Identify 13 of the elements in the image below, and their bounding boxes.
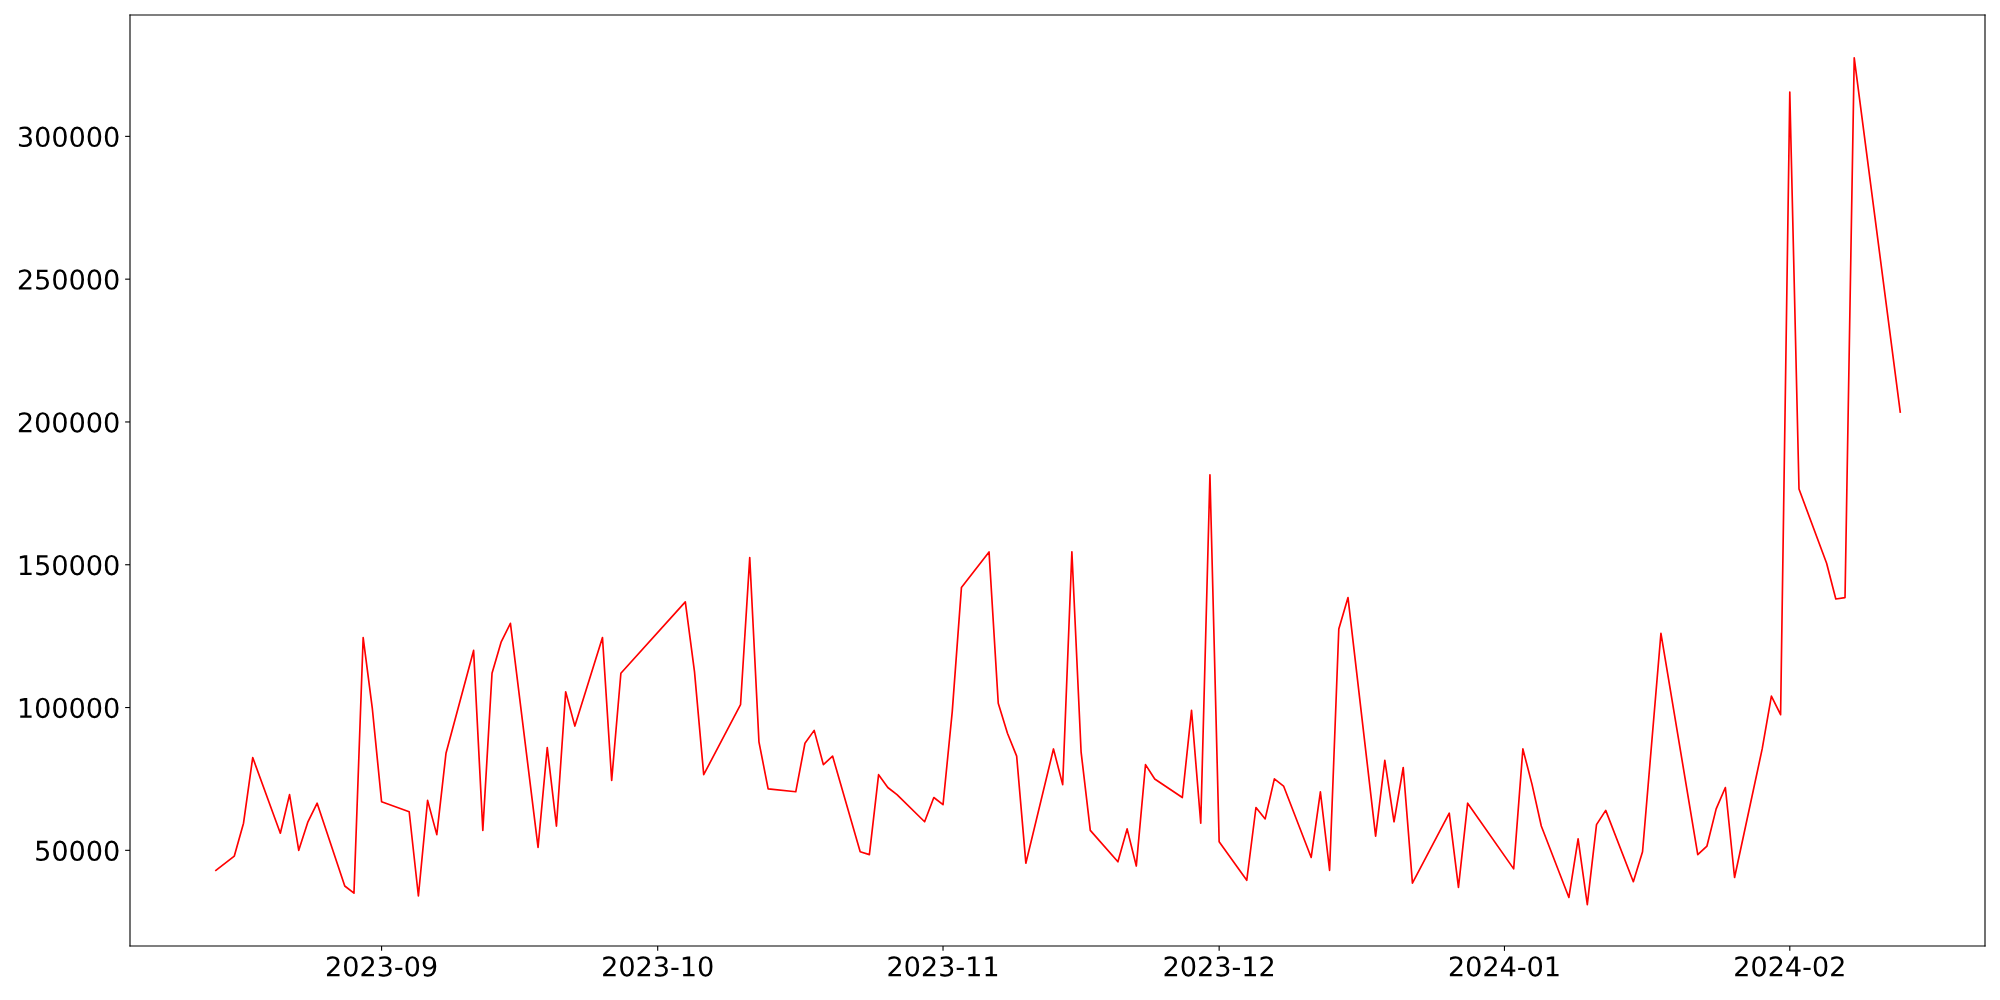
y-tick-label: 200000 bbox=[18, 412, 119, 433]
x-tick-label: 2023-12 bbox=[1164, 956, 1274, 977]
x-tick-label: 2023-11 bbox=[888, 956, 998, 977]
y-tick-label: 150000 bbox=[19, 554, 119, 576]
x-tick-label: 2023-09 bbox=[326, 956, 437, 977]
y-tick-label: 300000 bbox=[18, 126, 119, 148]
y-tick-label: 100000 bbox=[19, 697, 119, 719]
line-series bbox=[215, 57, 1902, 906]
x-tick-label: 2024-02 bbox=[1735, 956, 1844, 977]
x-tick-label: 2024-01 bbox=[1449, 956, 1559, 977]
y-tick-label: 250000 bbox=[18, 269, 119, 290]
y-tick-label: 50000 bbox=[36, 840, 119, 861]
x-tick-label: 2023-10 bbox=[603, 956, 713, 977]
